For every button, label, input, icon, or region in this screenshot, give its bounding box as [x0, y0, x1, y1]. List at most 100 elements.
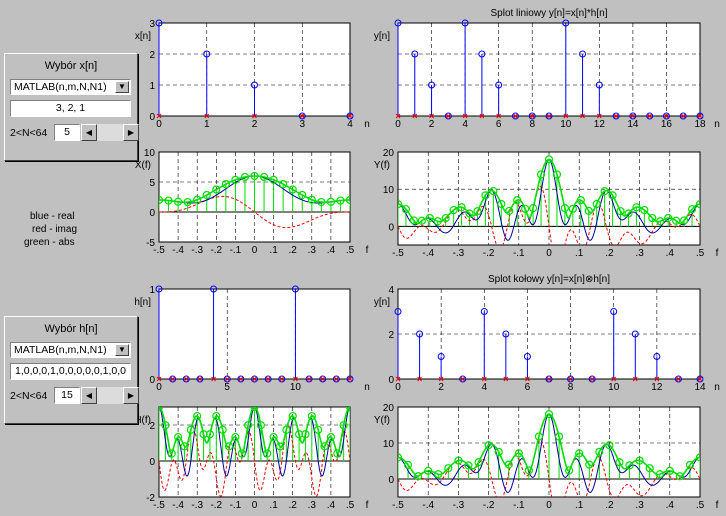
Hf-abs-marker — [167, 449, 176, 458]
Yf1-xtick-label: -.1 — [513, 248, 525, 259]
h-n-slider-track[interactable] — [97, 387, 123, 404]
Yf2-abs-marker — [605, 441, 614, 450]
Hf-abs-marker — [244, 421, 253, 430]
Yf1-abs-marker — [521, 204, 530, 213]
xn-xtick-label: 4 — [347, 119, 353, 130]
lin-xtick-label: 10 — [560, 119, 572, 130]
Xf-xlabel: f — [366, 245, 369, 256]
xn-stem-marker — [346, 112, 354, 120]
h-values-input[interactable]: 1,0,0,0,1,0,0,0,0,0,1,0,0 — [10, 363, 131, 380]
circ-xtick-label: 12 — [651, 382, 663, 393]
Yf1-abs-marker — [457, 203, 466, 212]
circ-xlabel: n — [714, 382, 720, 393]
Yf2-abs-marker — [544, 410, 554, 419]
circ-stem-marker — [610, 308, 618, 315]
h-n-value-input[interactable]: 15 — [54, 387, 80, 404]
Yf2-abs-marker — [454, 456, 463, 465]
x-source-value: MATLAB(n,m,N,N1) — [14, 81, 107, 93]
hn-stem-marker — [319, 375, 327, 383]
xn-zero-marker — [252, 113, 257, 119]
Yf1-abs-marker — [529, 203, 538, 213]
Xf-abs-marker — [221, 180, 230, 189]
Xf-abs-marker — [336, 196, 345, 205]
lin-xtick-label: 4 — [462, 119, 468, 130]
circ-xtick-label: 8 — [568, 382, 574, 393]
hn-stem-marker — [237, 375, 245, 383]
Yf2-abs-marker — [504, 460, 513, 469]
Xf-xtick-label: 0 — [252, 245, 258, 256]
Xf-abs-marker — [159, 195, 164, 205]
Yf1-abs-marker — [656, 217, 665, 226]
Yf2-abs-marker — [484, 441, 493, 450]
lin-zero-marker — [546, 113, 552, 119]
dropdown-arrow-icon[interactable]: ▼ — [115, 344, 129, 356]
dropdown-arrow-icon[interactable]: ▼ — [115, 81, 129, 93]
x-source-dropdown[interactable]: MATLAB(n,m,N,N1) ▼ — [10, 79, 131, 95]
Hf-ytick-label: 2 — [149, 421, 155, 432]
Yf2-abs-marker — [585, 460, 594, 469]
lin-zero-marker — [496, 113, 502, 119]
circ-stem-marker — [567, 375, 575, 383]
h-panel-title: Wybór h[n] — [44, 323, 98, 335]
circ-zero-marker — [546, 376, 552, 382]
arrow-right-icon[interactable]: ▶ — [123, 387, 139, 404]
lin-stem-marker — [595, 81, 603, 89]
Yf1-xtick-label: -.3 — [453, 248, 465, 259]
hn-stem-marker — [223, 375, 231, 383]
circ-zero-marker — [654, 376, 660, 382]
arrow-left-icon[interactable]: ◀ — [81, 387, 97, 404]
Yf2-xtick-label: -.4 — [422, 500, 434, 511]
hn-xlabel: n — [364, 382, 370, 393]
legend-real: blue - real — [30, 211, 75, 222]
Hf-xtick-label: .1 — [269, 500, 278, 511]
Xf-xtick-label: -.3 — [191, 245, 203, 256]
Xf-xtick-label: .2 — [289, 245, 298, 256]
Xf-ytick-label: 10 — [144, 148, 156, 159]
hn-stem-marker — [169, 375, 177, 383]
Yf1-ylabel: Y(f) — [374, 160, 390, 171]
Yf2-xtick-label: .1 — [575, 500, 584, 511]
lin-zero-marker — [680, 113, 686, 119]
hn-zero-marker — [320, 376, 326, 382]
hn-zero-marker — [197, 376, 203, 382]
legend-abs: green - abs — [24, 237, 75, 248]
Xf-abs-marker — [345, 195, 350, 205]
Xf-abs-marker — [250, 171, 259, 181]
Yf2-abs-marker — [514, 449, 523, 458]
hn-zero-marker — [306, 376, 312, 382]
xn-xtick-label: 1 — [204, 119, 210, 130]
circ-xtick-label: 4 — [482, 382, 488, 393]
Yf1-abs-marker — [489, 186, 498, 196]
x-n-value-input[interactable]: 5 — [54, 124, 80, 141]
Yf1-abs-marker — [497, 199, 506, 209]
arrow-right-icon[interactable]: ▶ — [123, 124, 139, 141]
lin-stem-marker — [646, 112, 654, 120]
Xf-abs-marker — [164, 196, 173, 205]
Hf-abs-marker — [180, 442, 189, 451]
Yf2-abs-marker — [434, 470, 443, 479]
arrow-left-icon[interactable]: ◀ — [81, 124, 97, 141]
h-source-dropdown[interactable]: MATLAB(n,m,N,N1) ▼ — [10, 342, 131, 358]
Yf2-ytick-label: 20 — [383, 403, 395, 414]
hn-stem-marker — [264, 375, 272, 383]
circ-stem-marker — [588, 375, 596, 383]
xn-stem-marker — [203, 50, 211, 58]
xn-ytick-label: 3 — [149, 19, 155, 30]
x-values-input[interactable]: 3, 2, 1 — [10, 100, 131, 117]
x-n-slider-track[interactable] — [97, 124, 123, 141]
Yf2-abs-marker — [685, 460, 695, 470]
Yf2-xtick-label: -.3 — [453, 500, 465, 511]
Yf2-xtick-label: .5 — [696, 500, 705, 511]
Hf-real-line — [159, 407, 350, 477]
Hf-abs-marker — [174, 432, 183, 442]
Hf-abs-marker — [161, 421, 170, 430]
circ-stem-marker — [459, 375, 467, 383]
Xf-abs-marker — [326, 197, 335, 206]
Yf1-abs-marker — [664, 213, 673, 223]
Yf2-ytick-label: 10 — [383, 439, 395, 450]
lin-zero-marker — [395, 113, 401, 119]
circ-zero-marker — [525, 376, 530, 382]
Yf1-abs-marker — [398, 199, 403, 209]
Xf-abs-marker — [240, 172, 250, 182]
Hf-abs-marker — [282, 425, 291, 434]
